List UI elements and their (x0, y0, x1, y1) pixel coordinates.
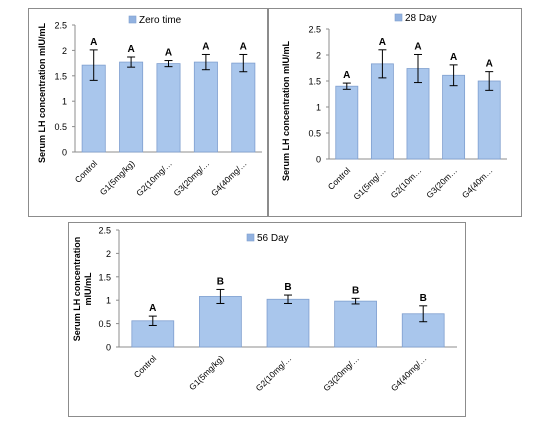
y-tick-label: 2.5 (54, 21, 67, 31)
bar (266, 298, 310, 348)
legend-label: 28 Day (405, 13, 437, 24)
y-tick-label: 0 (106, 343, 111, 353)
significance-letter: A (486, 59, 493, 70)
bar (334, 300, 377, 348)
significance-letter: A (414, 41, 421, 52)
y-tick-label: 2.5 (98, 226, 111, 236)
bar (193, 61, 218, 153)
y-axis-title: Serum LH concentration mIU/mL (281, 40, 291, 181)
y-tick-label: 2 (106, 249, 111, 259)
bar (335, 85, 359, 160)
y-tick-label: 2 (316, 51, 321, 61)
bar (477, 80, 501, 160)
bar (119, 61, 144, 153)
y-tick-label: 1.5 (54, 71, 67, 81)
x-tick-label: G2(10m… (389, 165, 424, 200)
y-axis-title: Serum LH concentration mIU/mL (37, 22, 47, 163)
y-axis-title: Serum LH concentrationmIU/mL (72, 237, 93, 342)
chart-panel-28-day: 0 0.5 1 1.5 2 2.5 Serum LH concentration mIU/m… (268, 8, 522, 217)
significance-letter: A (165, 48, 172, 59)
legend-label: 56 Day (257, 233, 289, 244)
x-tick-label: G3(20m… (424, 165, 459, 200)
significance-letter: A (343, 70, 350, 81)
x-tick-label: G3(20mg/… (172, 158, 212, 198)
y-tick-label: 1.5 (98, 272, 111, 282)
y-tick-label: 1.5 (308, 77, 321, 87)
significance-letter: A (450, 52, 457, 63)
significance-letter: A (202, 41, 209, 52)
x-tick-label: Control (73, 158, 100, 185)
bar-chart: 0 0.5 1 1.5 2 2.5 Serum LH concentrationmIU/mL… (72, 226, 457, 393)
y-tick-label: 0.5 (98, 319, 111, 329)
y-tick-label: 1 (316, 103, 321, 113)
x-tick-label: G3(20mg/… (321, 353, 361, 393)
significance-letter: B (420, 293, 427, 304)
significance-letter: A (127, 44, 134, 55)
legend-label: Zero time (139, 15, 182, 26)
chart-panel-56-day: 0 0.5 1 1.5 2 2.5 Serum LH concentrationmIU/mL… (68, 222, 466, 417)
x-tick-label: G4(40mg/… (209, 158, 249, 198)
bar (231, 62, 256, 153)
legend-swatch (246, 233, 255, 242)
x-tick-label: G1(5mg/kg) (98, 158, 137, 197)
y-tick-label: 0 (316, 155, 321, 165)
x-tick-label: G2(10mg/… (134, 158, 174, 198)
x-tick-label: G2(10mg/… (254, 353, 294, 393)
y-tick-label: 1 (62, 97, 67, 107)
bar (156, 63, 181, 153)
significance-letter: A (90, 37, 97, 48)
y-tick-label: 2 (62, 46, 67, 56)
chart-panel-zero-time: 0 0.5 1 1.5 2 2.5 Serum LH concentration mIU/m… (28, 8, 268, 217)
y-tick-label: 0 (62, 148, 67, 158)
y-axis-title-line: mIU/mL (83, 272, 93, 306)
bar (442, 74, 466, 160)
x-tick-label: G4(40m… (460, 165, 495, 200)
y-tick-label: 1 (106, 296, 111, 306)
x-tick-label: G1(5mg/… (351, 165, 387, 201)
x-tick-label: Control (132, 353, 159, 380)
x-tick-label: G1(5mg/kg) (187, 353, 226, 392)
significance-letter: A (240, 41, 247, 52)
x-tick-label: Control (326, 165, 353, 192)
x-tick-label: G4(40mg/… (389, 353, 429, 393)
bar-chart: 0 0.5 1 1.5 2 2.5 Serum LH concentration mIU/m… (37, 15, 262, 198)
y-axis-title-line: Serum LH concentration (72, 237, 82, 342)
significance-letter: A (149, 303, 156, 314)
y-tick-label: 2.5 (308, 25, 321, 35)
significance-letter: B (217, 276, 224, 287)
legend-swatch (394, 13, 403, 22)
significance-letter: B (284, 282, 291, 293)
significance-letter: A (379, 37, 386, 48)
legend-swatch (128, 15, 137, 24)
significance-letter: B (352, 285, 359, 296)
y-tick-label: 0.5 (308, 129, 321, 139)
bar-chart: 0 0.5 1 1.5 2 2.5 Serum LH concentration mIU/m… (281, 13, 507, 202)
bar (199, 296, 242, 348)
y-tick-label: 0.5 (54, 122, 67, 132)
